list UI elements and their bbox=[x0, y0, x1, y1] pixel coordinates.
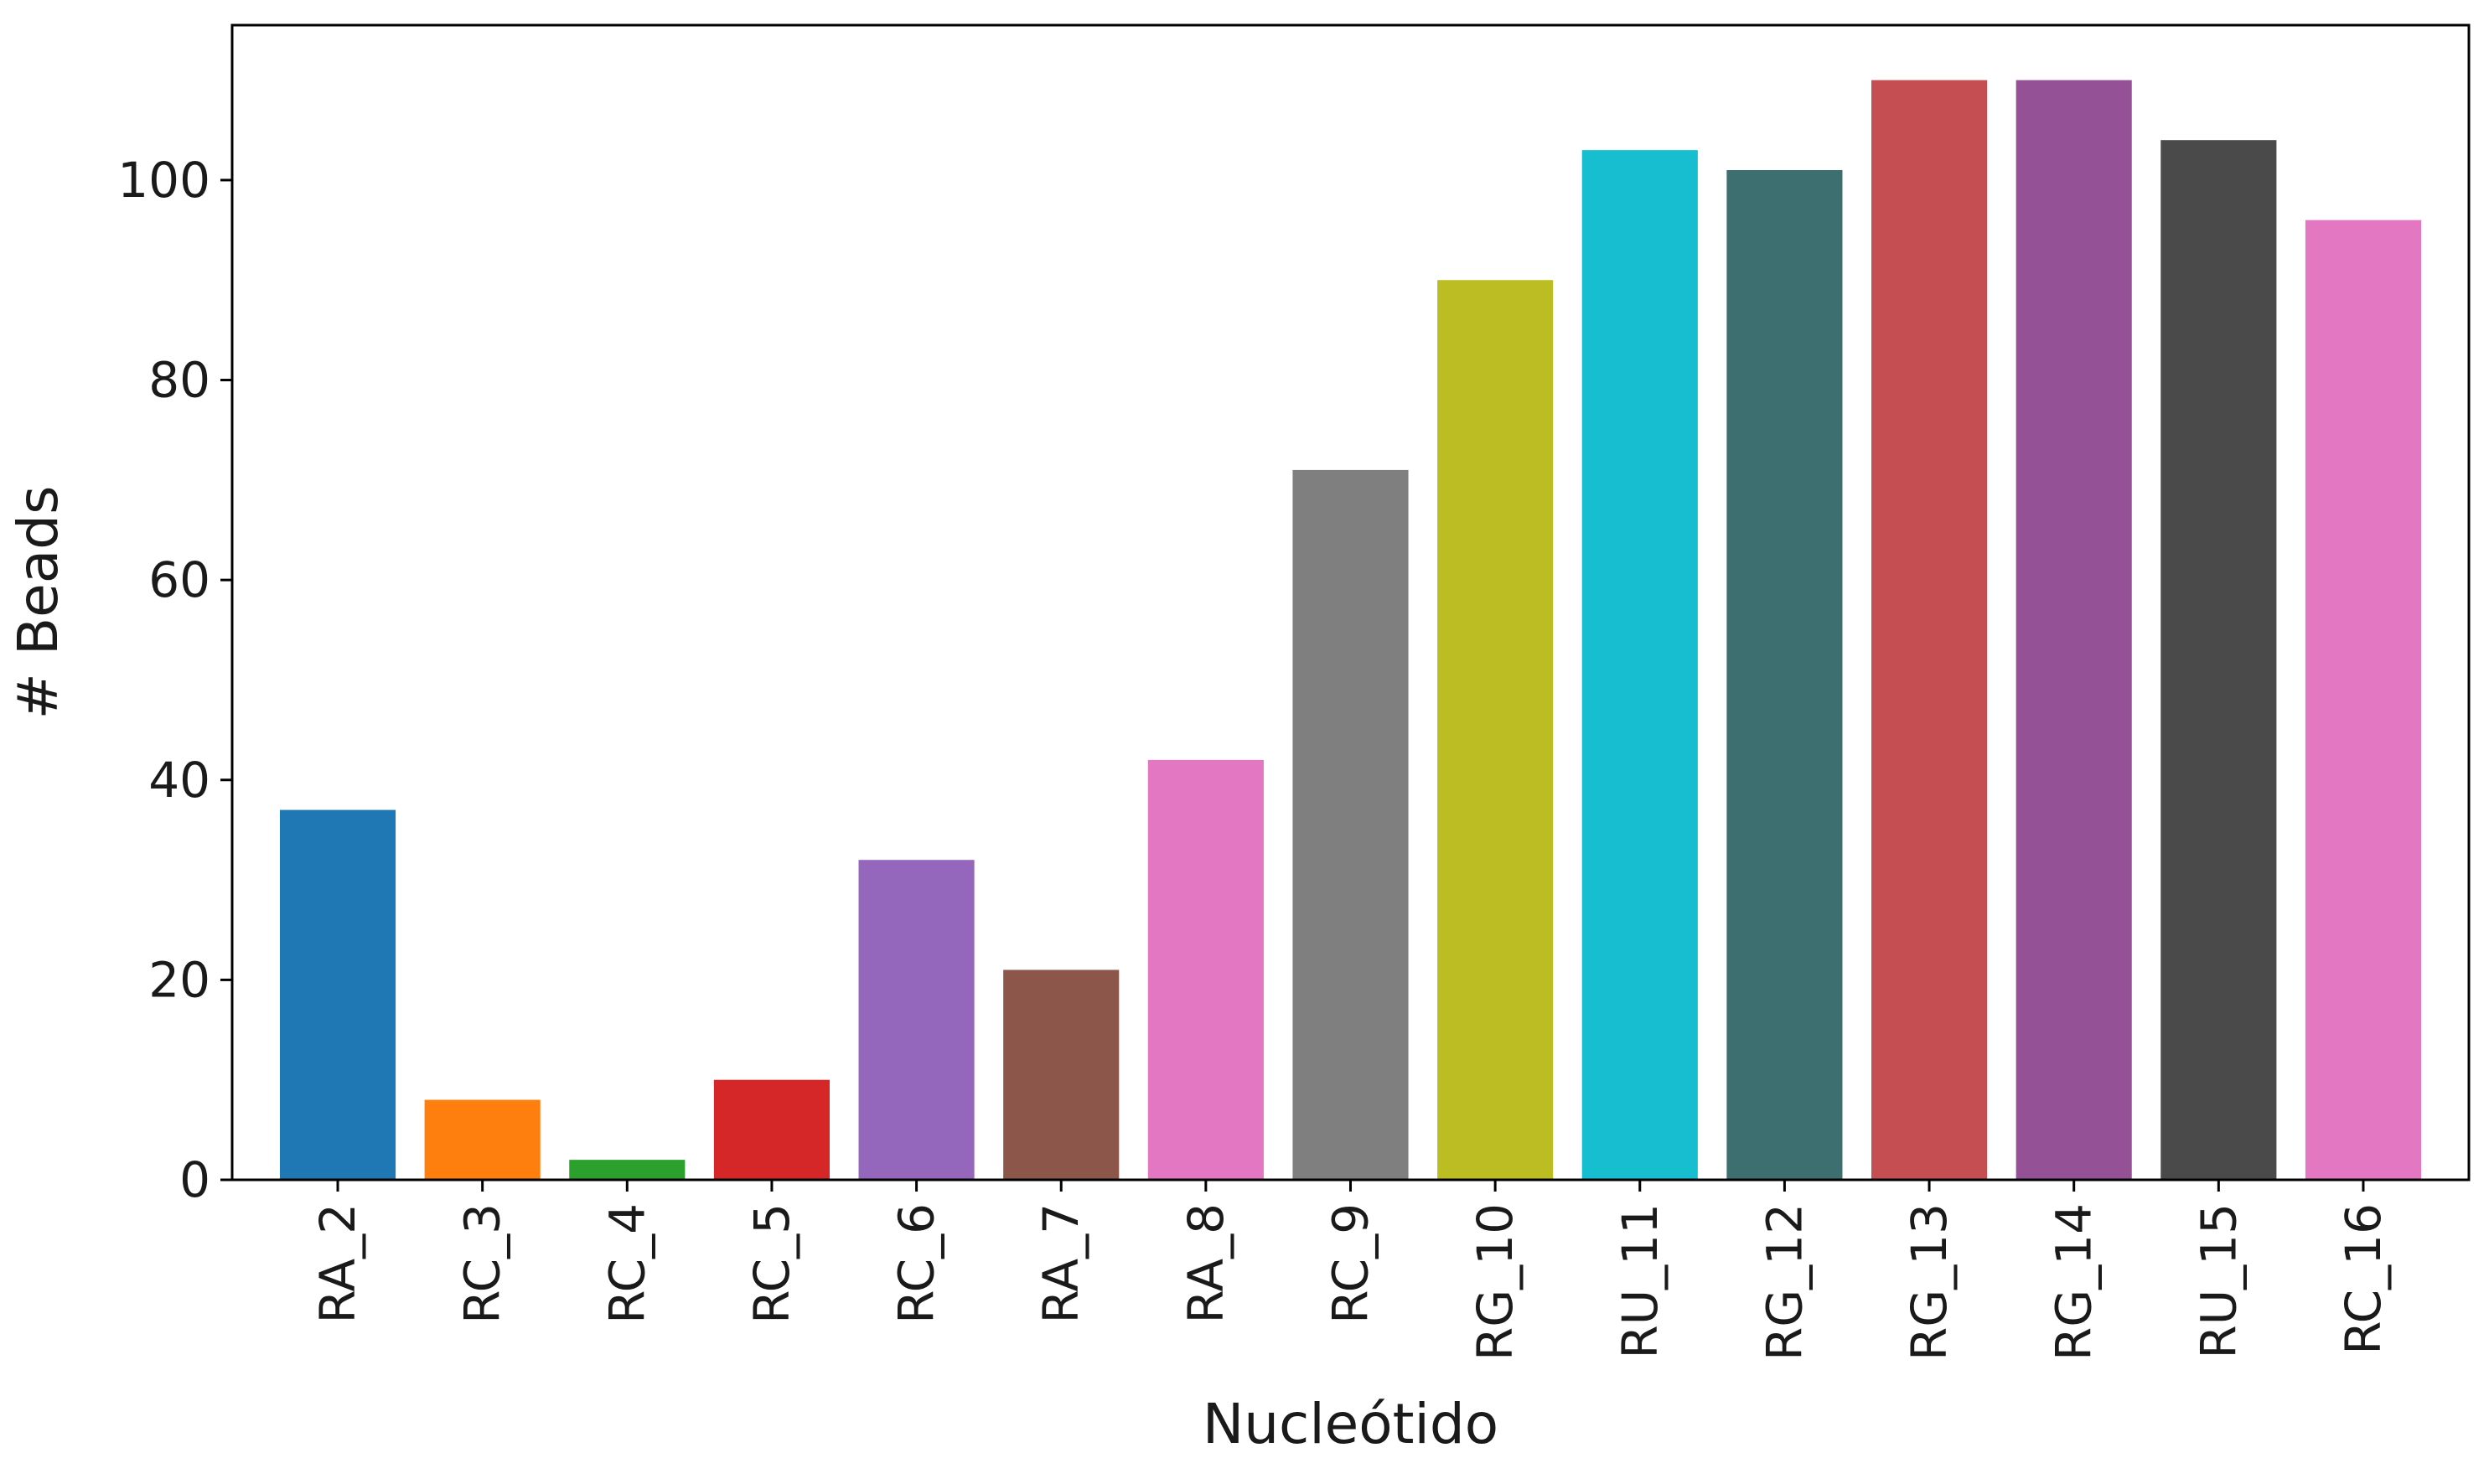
y-tick-label: 80 bbox=[148, 352, 210, 409]
bar-rc-9 bbox=[1292, 469, 1409, 1180]
x-tick-label: RU_15 bbox=[2190, 1203, 2247, 1359]
y-tick-label: 40 bbox=[148, 752, 210, 809]
y-axis: 0 20 40 60 80 100 bbox=[117, 152, 232, 1208]
x-tick-label: RG_12 bbox=[1756, 1203, 1813, 1361]
y-tick-label: 60 bbox=[148, 551, 210, 608]
bar-rg-13 bbox=[1871, 80, 1988, 1181]
x-tick-label: RA_2 bbox=[309, 1203, 366, 1324]
x-tick-label: RA_8 bbox=[1177, 1203, 1234, 1324]
plot-frame bbox=[230, 23, 2471, 1182]
x-axis: RA_2 RC_3 RC_4 RC_5 RC_6 RA_7 RA_8 RC_9 RG_10 RU_… bbox=[309, 1180, 2392, 1361]
x-tick-label: RG_14 bbox=[2046, 1203, 2103, 1361]
bar-ra-7 bbox=[1003, 970, 1120, 1180]
bar-rc-5 bbox=[713, 1079, 830, 1180]
x-tick-label: RG_13 bbox=[1901, 1203, 1958, 1361]
x-tick-label: RU_11 bbox=[1612, 1203, 1669, 1359]
y-tick-label: 0 bbox=[179, 1151, 210, 1208]
bar-ra-8 bbox=[1147, 759, 1264, 1180]
y-axis-title: # Beads bbox=[6, 486, 70, 720]
x-tick-label: RC_4 bbox=[598, 1203, 655, 1324]
x-tick-label: RC_3 bbox=[454, 1203, 511, 1324]
x-tick-label: RA_7 bbox=[1032, 1203, 1089, 1324]
bar-rc-4 bbox=[569, 1160, 686, 1180]
bar-ra-2 bbox=[279, 809, 396, 1180]
x-tick-label: RC_6 bbox=[888, 1203, 945, 1324]
bar-rc-3 bbox=[424, 1099, 541, 1180]
x-tick-label: RG_10 bbox=[1467, 1203, 1524, 1361]
bar-rc-16 bbox=[2305, 220, 2422, 1180]
bar-rg-12 bbox=[1726, 169, 1843, 1181]
y-tick-label: 20 bbox=[148, 951, 210, 1008]
x-axis-title: Nucleótido bbox=[1203, 1392, 1498, 1456]
y-tick-label: 100 bbox=[117, 152, 210, 209]
x-tick-label: RC_16 bbox=[2335, 1203, 2392, 1355]
bar-ru-15 bbox=[2160, 140, 2277, 1180]
bars-group bbox=[279, 80, 2422, 1181]
bar-ru-11 bbox=[1581, 150, 1698, 1181]
bar-rg-10 bbox=[1437, 280, 1554, 1180]
x-tick-label: RC_9 bbox=[1322, 1203, 1379, 1324]
bar-rc-6 bbox=[858, 860, 975, 1180]
bar-rg-14 bbox=[2016, 80, 2132, 1181]
x-tick-label: RC_5 bbox=[743, 1203, 800, 1324]
